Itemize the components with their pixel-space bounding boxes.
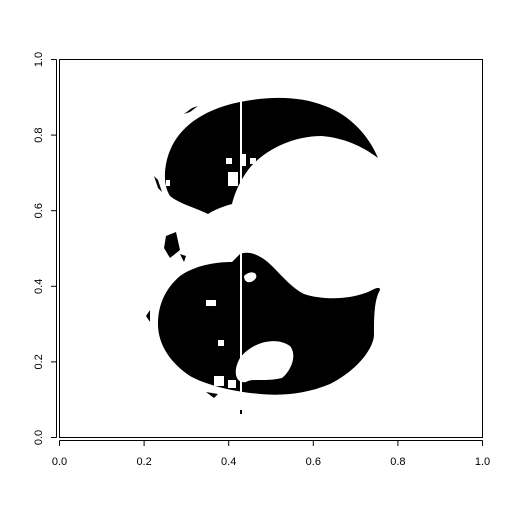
upper-holes: [166, 154, 256, 186]
mid-dot: [180, 254, 186, 262]
x-tick-label: 0.0: [52, 456, 67, 468]
x-tick-label: 1.0: [475, 456, 490, 468]
y-tick-label: 1.0: [33, 52, 45, 67]
mid-fragment: [164, 232, 180, 258]
bottom-sliver: [206, 392, 218, 398]
upper-sliver: [184, 106, 198, 114]
lower-lobe-region: [158, 252, 380, 395]
y-tick-label: 0.8: [33, 127, 45, 142]
y-tick-label: 0.2: [33, 354, 45, 369]
vertical-artifact-line: [240, 100, 242, 400]
x-axis: 0.0 0.2 0.4 0.6 0.8 1.0: [52, 440, 490, 468]
x-tick-label: 0.2: [136, 456, 151, 468]
lower-holes: [206, 272, 294, 388]
upper-lobe-region: [164, 97, 378, 214]
y-tick-label: 0.4: [33, 279, 45, 294]
y-tick-label: 0.6: [33, 203, 45, 218]
plot-frame: [59, 59, 483, 438]
x-tick-label: 0.6: [306, 456, 321, 468]
x-tick-label: 0.8: [390, 456, 405, 468]
upper-left-dots: [154, 176, 162, 192]
y-axis: 0.0 0.2 0.4 0.6 0.8 1.0: [33, 52, 57, 445]
bottom-tick-artifact: [240, 410, 242, 414]
y-tick-label: 0.0: [33, 430, 45, 445]
binary-mask-image: [146, 97, 380, 414]
x-tick-label: 0.4: [221, 456, 236, 468]
lower-left-sliver: [146, 310, 150, 322]
